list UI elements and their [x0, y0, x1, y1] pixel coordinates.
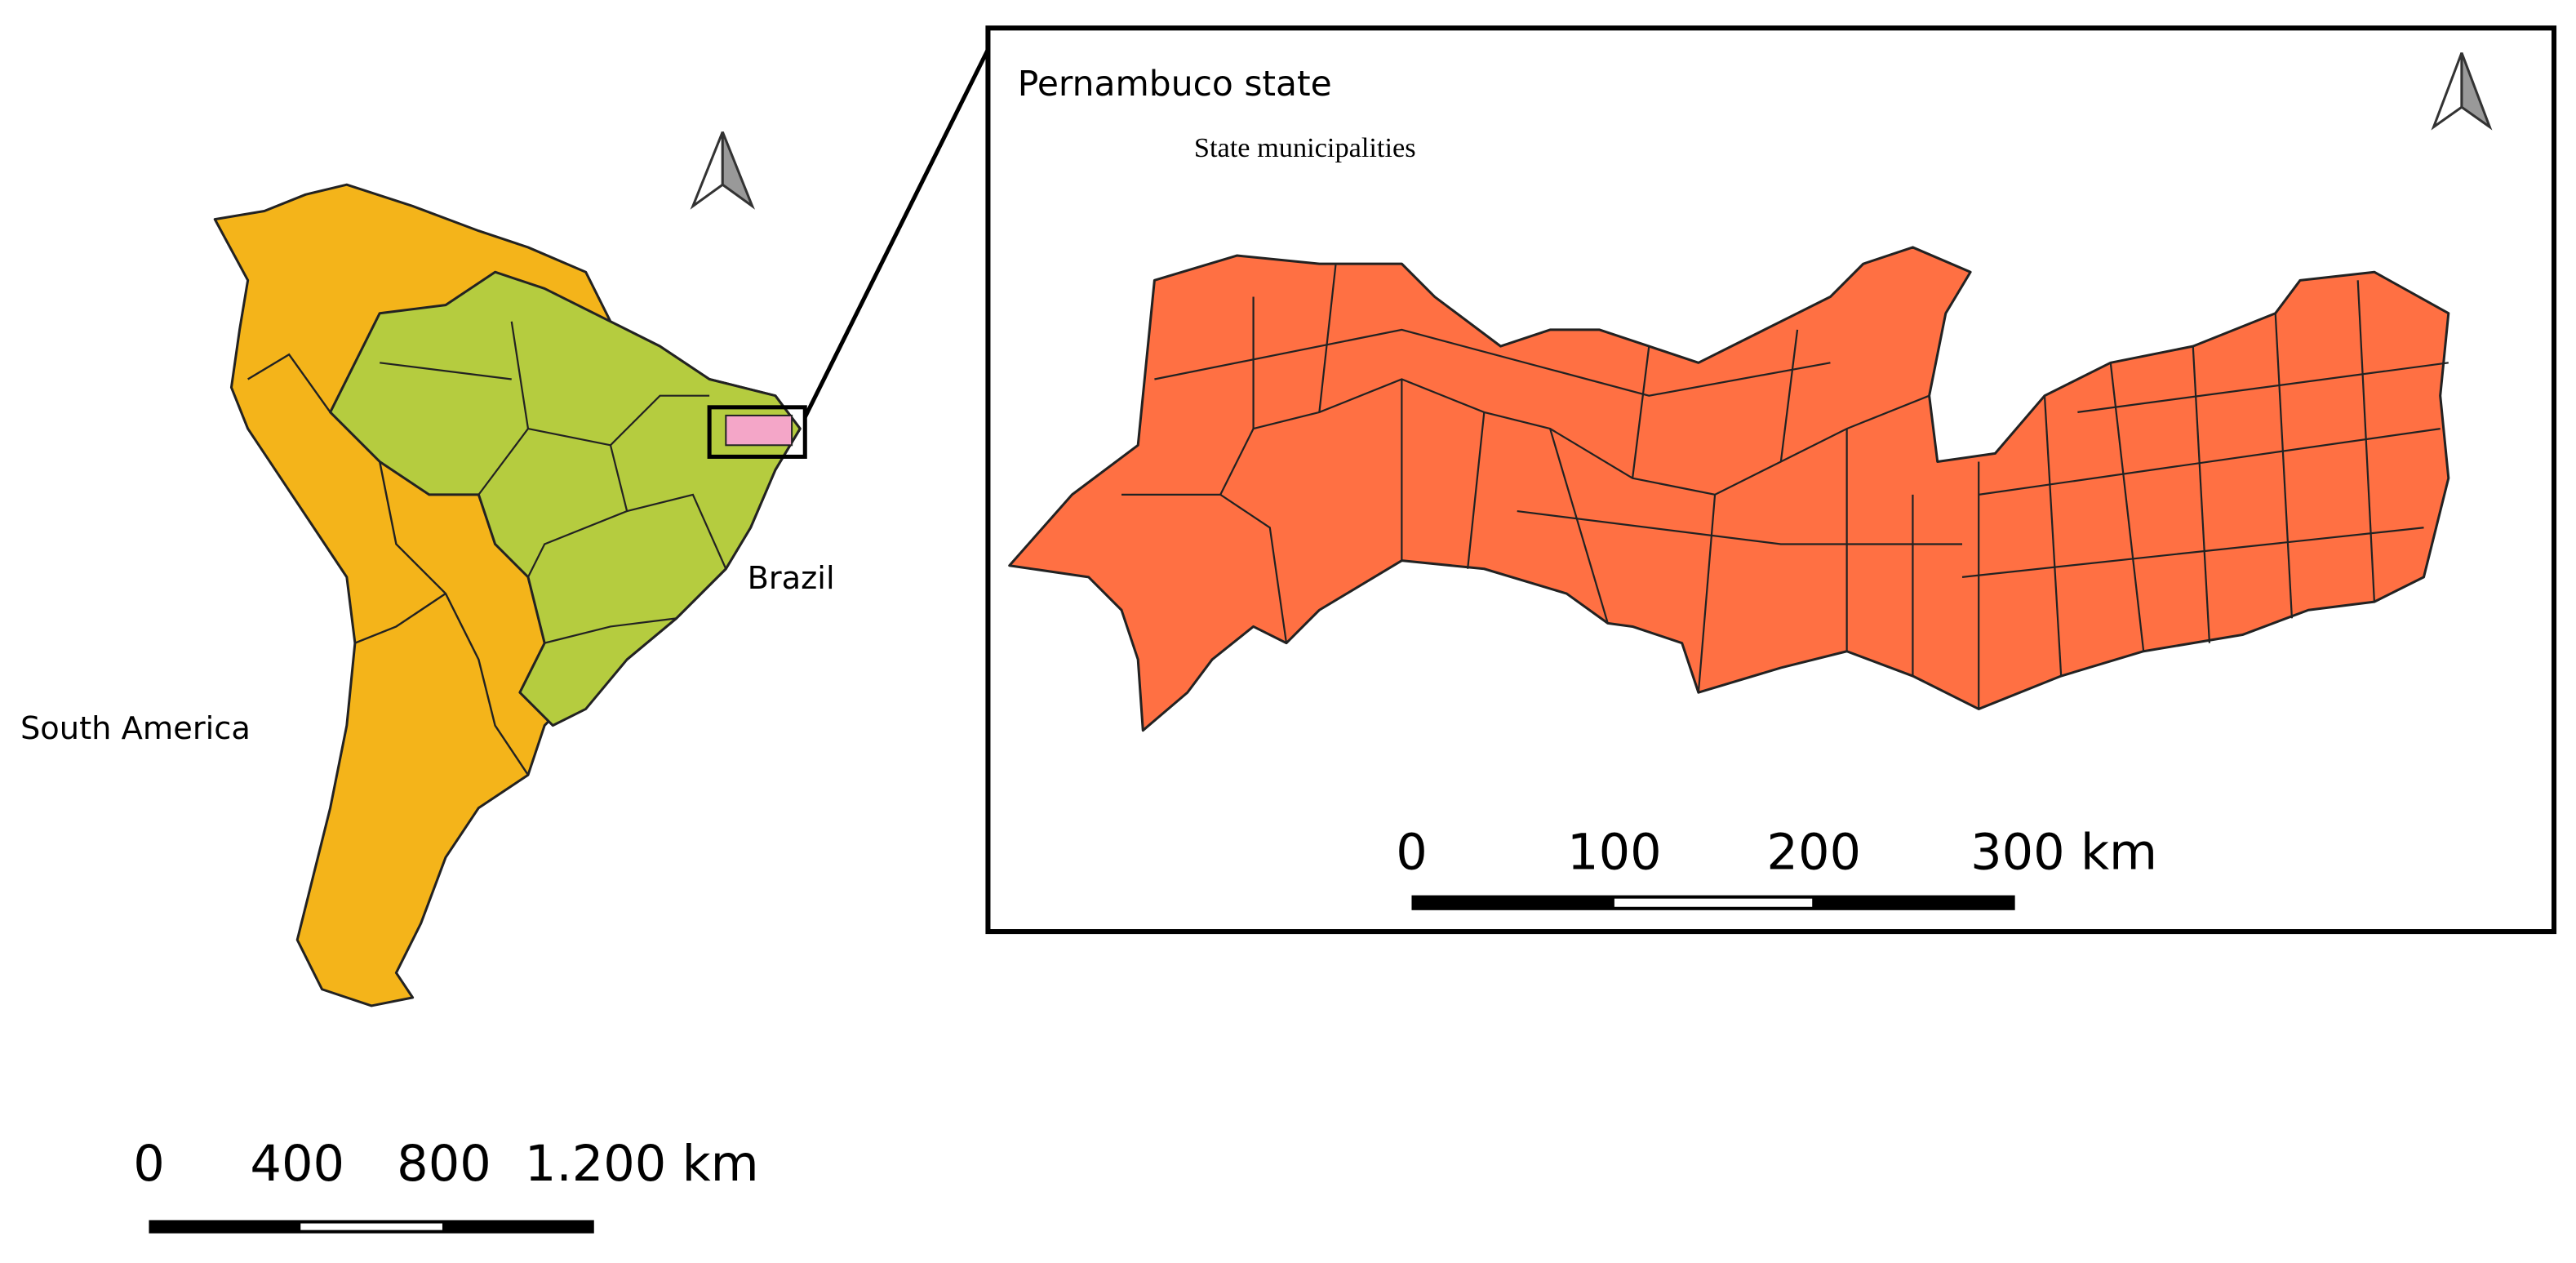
scale-label: 100 — [1567, 824, 1662, 881]
zoom-box — [707, 405, 807, 459]
municipality-borders — [1121, 264, 2449, 709]
scale-label: 800 — [397, 1136, 491, 1193]
country-label: Brazil — [748, 560, 835, 597]
scale-label: 0 — [133, 1136, 165, 1193]
pernambuco — [1008, 246, 2450, 732]
country-borders — [354, 593, 446, 644]
inset-title: Pernambuco state — [1018, 64, 1332, 105]
zoom-connector — [803, 48, 990, 419]
scale-label: 300 km — [1970, 824, 2157, 881]
country-borders — [247, 353, 331, 413]
inset-subtitle: State municipalities — [1194, 132, 1416, 163]
north-arrow — [690, 131, 755, 210]
scale-label: 1.200 km — [525, 1136, 759, 1193]
brazil-states — [380, 321, 727, 644]
scale-label: 400 — [250, 1136, 344, 1193]
scale-bar — [149, 1220, 594, 1234]
scale-label: 0 — [1396, 824, 1428, 881]
scale-bar — [1411, 895, 2015, 910]
scale-label: 200 — [1766, 824, 1861, 881]
north-arrow — [2431, 52, 2493, 131]
region-label: South America — [20, 710, 251, 747]
country-borders — [379, 461, 529, 776]
pernambuco-locator — [725, 414, 793, 447]
